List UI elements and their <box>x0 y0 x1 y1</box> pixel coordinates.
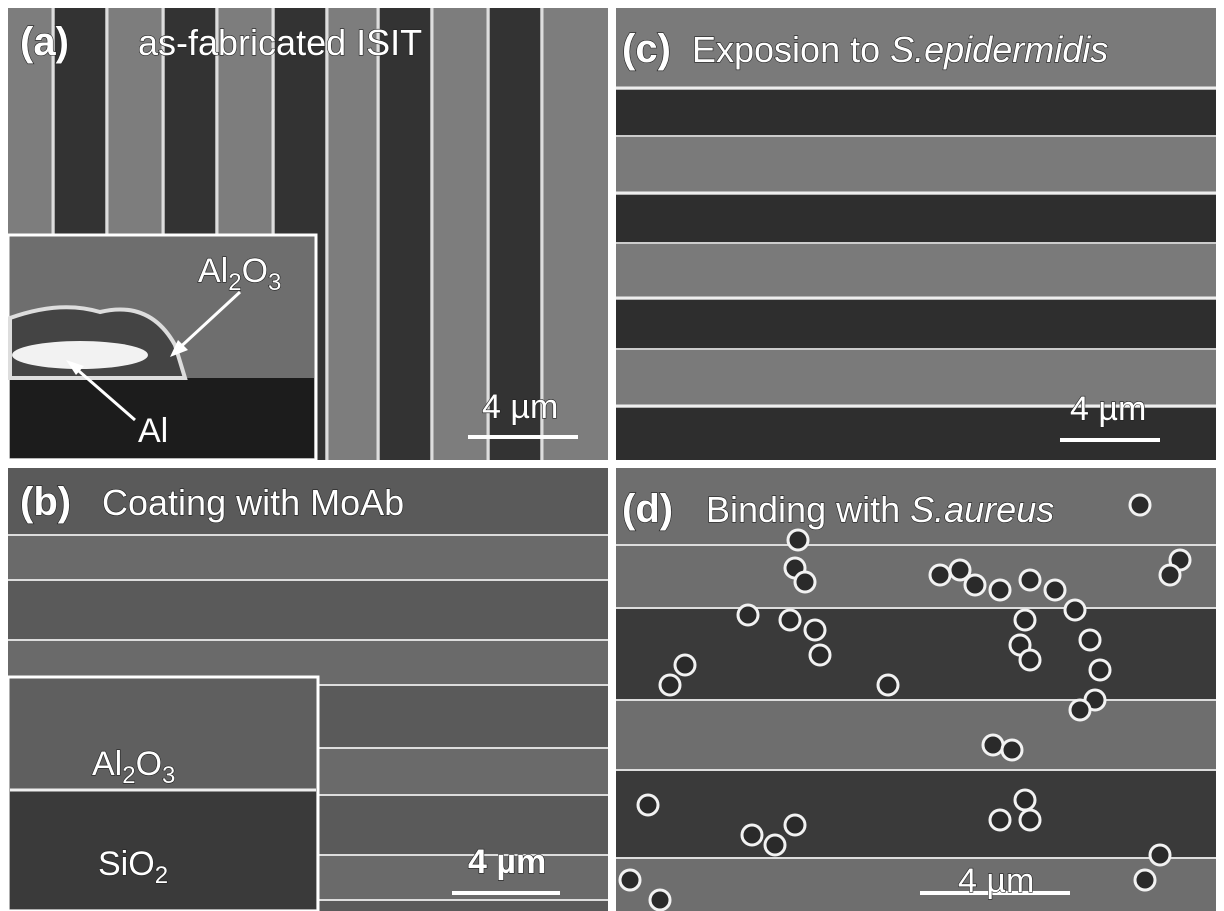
label-part: 2 <box>155 862 168 889</box>
label-part: Al <box>198 252 228 290</box>
arrow <box>71 363 136 422</box>
stripe <box>8 535 608 580</box>
stripe <box>616 90 1216 135</box>
bacterium <box>1018 648 1042 672</box>
bacterium <box>658 673 682 697</box>
bacterium <box>636 793 660 817</box>
inset-label: Al <box>138 412 168 450</box>
panel-title: as-fabricated ISIT <box>138 22 422 63</box>
bacterium <box>763 833 787 857</box>
panel-label: (b) <box>20 480 71 524</box>
title-part: S.epidermidis <box>890 29 1108 70</box>
stripe <box>380 8 430 460</box>
bacterium <box>1158 563 1182 587</box>
bacterium <box>928 563 952 587</box>
bacterium <box>786 528 810 552</box>
label-part: Al <box>92 745 122 783</box>
bacterium <box>1018 808 1042 832</box>
inset-label: Al2O3 <box>92 745 175 789</box>
bacterium <box>1013 788 1037 812</box>
panel-label: (d) <box>622 487 673 531</box>
bacterium <box>948 558 972 582</box>
arrow <box>173 290 242 354</box>
bacterium <box>1078 628 1102 652</box>
bacterium <box>673 653 697 677</box>
bacterium <box>736 603 760 627</box>
label-part: 2 <box>122 762 135 789</box>
title-part: Binding with <box>706 489 910 530</box>
bacterium <box>793 570 817 594</box>
arrow-head <box>170 340 188 357</box>
inset-region <box>10 791 316 909</box>
label-part: Si <box>98 845 128 883</box>
stripe <box>616 408 1216 460</box>
bacterium <box>618 868 642 892</box>
scale-label: 4 µm <box>1070 390 1146 428</box>
inset-label: SiO2 <box>98 845 168 889</box>
label-part: O <box>136 745 162 783</box>
panel-title: Binding with S.aureus <box>706 489 1054 530</box>
bacterium <box>963 573 987 597</box>
title-part: Exposion to <box>692 29 890 70</box>
panel-d <box>616 468 1216 911</box>
inset-label: Al2O3 <box>198 252 281 296</box>
panel-label: (c) <box>622 27 671 71</box>
bacterium <box>1148 843 1172 867</box>
panel-label: (a) <box>20 20 69 64</box>
stripe <box>616 770 1216 858</box>
bacterium <box>981 733 1005 757</box>
inset-region <box>10 378 314 458</box>
bacterium <box>1088 658 1112 682</box>
arrow-head <box>66 360 84 375</box>
panel-c <box>616 8 1216 460</box>
scale-label: 4 µm <box>468 843 546 881</box>
bacterium <box>778 608 802 632</box>
bacterium <box>803 618 827 642</box>
inset-al <box>12 341 148 369</box>
bacterium <box>1128 493 1152 517</box>
overlay: (a) as-fabricated ISIT Al2O3 Al 4 µm (b)… <box>6 19 1160 911</box>
bacterium <box>740 823 764 847</box>
scale-label: 4 µm <box>482 388 558 426</box>
label-part: O <box>242 252 268 290</box>
label-part: O <box>128 845 154 883</box>
stripe <box>616 300 1216 348</box>
panel-title: Coating with MoAb <box>102 482 404 523</box>
bacterium <box>808 643 832 667</box>
bacterium <box>1043 578 1067 602</box>
stripe <box>616 195 1216 242</box>
bacterium <box>783 813 807 837</box>
stripe <box>616 608 1216 700</box>
label-part: 3 <box>162 762 175 789</box>
bacterium <box>1000 738 1024 762</box>
title-part: S.aureus <box>910 489 1054 530</box>
bacterium <box>1133 868 1157 892</box>
bacterium <box>1068 698 1092 722</box>
bacterium <box>988 578 1012 602</box>
panel-title: Exposion to S.epidermidis <box>692 29 1108 70</box>
bacterium <box>648 888 672 911</box>
bacterium <box>876 673 900 697</box>
bacterium <box>1063 598 1087 622</box>
label-part: 2 <box>228 269 241 296</box>
scale-label: 4 µm <box>958 862 1034 900</box>
stripe <box>490 8 540 460</box>
label-part: 3 <box>268 269 281 296</box>
bacterium <box>1018 568 1042 592</box>
bacterium <box>1013 608 1037 632</box>
bacterium <box>988 808 1012 832</box>
